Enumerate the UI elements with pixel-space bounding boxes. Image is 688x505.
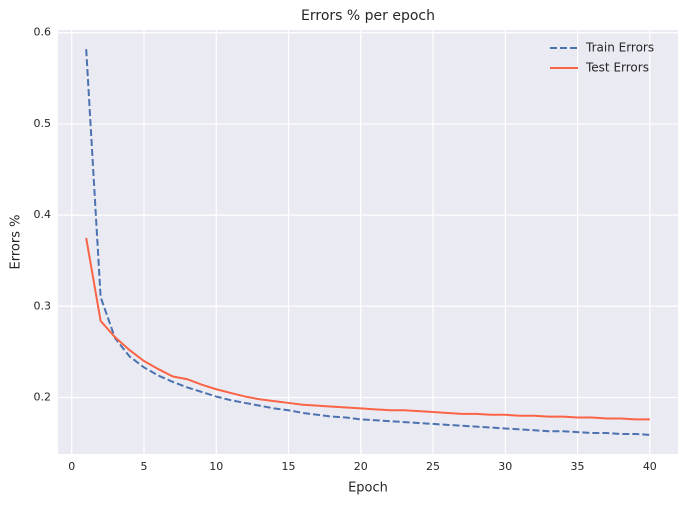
legend-label: Train Errors bbox=[585, 41, 654, 55]
y-tick-label: 0.3 bbox=[34, 299, 52, 312]
x-tick-label: 40 bbox=[643, 460, 657, 473]
y-tick-label: 0.5 bbox=[34, 117, 52, 130]
x-tick-label: 15 bbox=[282, 460, 296, 473]
y-axis-label: Errors % bbox=[9, 215, 24, 270]
x-tick-label: 5 bbox=[140, 460, 147, 473]
chart-title: Errors % per epoch bbox=[301, 8, 435, 24]
series-line bbox=[85, 49, 650, 436]
x-tick-label: 30 bbox=[498, 460, 512, 473]
series-line bbox=[85, 237, 650, 421]
y-tick-label: 0.6 bbox=[34, 26, 52, 39]
x-tick-label: 10 bbox=[209, 460, 223, 473]
y-tick-label: 0.2 bbox=[34, 390, 52, 403]
x-axis-label: Epoch bbox=[348, 481, 388, 496]
y-tick-label: 0.4 bbox=[34, 208, 52, 221]
plot-area bbox=[58, 30, 678, 454]
x-tick-label: 0 bbox=[68, 460, 75, 473]
x-tick-label: 25 bbox=[426, 460, 440, 473]
x-tick-label: 35 bbox=[571, 460, 585, 473]
x-tick-label: 20 bbox=[354, 460, 368, 473]
legend-label: Test Errors bbox=[585, 61, 649, 75]
